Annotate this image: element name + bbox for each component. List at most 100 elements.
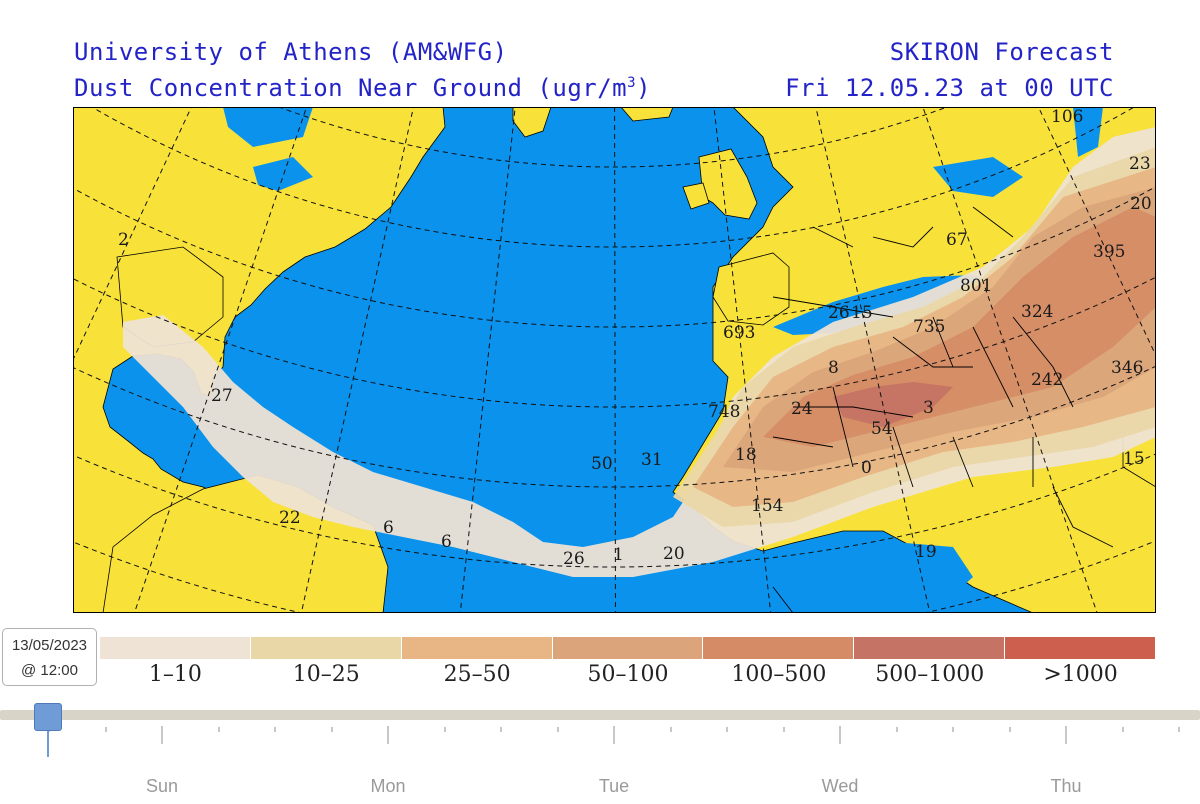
- great-lakes: [253, 157, 313, 191]
- timeline-tick: [330, 727, 333, 732]
- timeline-tick: [104, 727, 107, 732]
- timeline-handle[interactable]: [34, 703, 62, 731]
- legend-swatch: [401, 637, 553, 659]
- iberian-peninsula: [712, 252, 790, 326]
- concentration-label: 324: [1021, 302, 1053, 322]
- map-frame: [73, 107, 1156, 613]
- concentration-label: 6: [441, 532, 452, 552]
- timeline-handle-stem: [47, 731, 49, 757]
- border-line: [772, 206, 1114, 613]
- grid-parallel: [73, 276, 1156, 408]
- black-sea: [933, 157, 1023, 197]
- grid-parallel: [73, 453, 1156, 568]
- concentration-label: 106: [1051, 107, 1083, 127]
- legend-labels: 1–10 10–25 25–50 50–100 100–500 500–1000 >1000: [100, 662, 1156, 687]
- timeline-tick: [1121, 727, 1124, 732]
- timeline-tick: [443, 727, 446, 732]
- timeline-tick: [387, 726, 389, 744]
- timeline-tick: [613, 726, 615, 744]
- forecast-info: SKIRON Forecast Fri 12.05.23 at 00 UTC: [785, 34, 1114, 106]
- tooltip-time: @ 12:00: [21, 662, 78, 679]
- concentration-label: 27: [211, 386, 233, 406]
- timeline-tick: [782, 727, 785, 732]
- grid-parallel: [91, 107, 1135, 248]
- timeline-tick: [669, 727, 672, 732]
- timeline-tick: [952, 727, 954, 732]
- tooltip-date: 13/05/2023: [11, 637, 88, 654]
- timeline-tick: [726, 727, 728, 732]
- concentration-label: 67: [946, 230, 968, 250]
- concentration-label: 15: [1123, 449, 1145, 469]
- legend-label: 100–500: [731, 662, 827, 687]
- concentration-label: 26: [563, 549, 585, 569]
- greenland-tip: [512, 107, 552, 138]
- timeline-tick: [1178, 727, 1180, 732]
- timeline-tick: [500, 727, 502, 732]
- timeline-tick: [895, 727, 898, 732]
- concentration-label: 26: [828, 303, 850, 323]
- concentration-label: 1: [613, 545, 624, 565]
- legend-label: 500–1000: [875, 662, 985, 687]
- timeline-tick: [217, 727, 220, 732]
- lat-lon-grid: [73, 107, 1156, 613]
- legend-color-bar: [100, 637, 1157, 659]
- day-label-sun[interactable]: Sun: [145, 776, 179, 796]
- timeline-tick: [1065, 726, 1067, 744]
- concentration-label: 23: [1129, 154, 1151, 174]
- day-label-wed[interactable]: Wed: [821, 776, 859, 796]
- hudson-bay-edge: [223, 107, 313, 147]
- timeline-tick: [1008, 727, 1011, 732]
- concentration-label: 735: [913, 317, 945, 337]
- legend-label: 1–10: [148, 662, 202, 687]
- title-line-1: University of Athens (AM&WFG): [74, 38, 508, 66]
- legend-swatch: [1005, 637, 1157, 659]
- concentration-label: 54: [871, 419, 893, 439]
- concentration-label: 0: [861, 458, 872, 478]
- legend-label: 25–50: [443, 662, 511, 687]
- dust-layer-500-1000: [833, 382, 953, 427]
- concentration-label: 6: [383, 518, 394, 538]
- concentration-label: 801: [960, 276, 992, 296]
- day-label-mon[interactable]: Mon: [370, 776, 406, 796]
- concentration-label: 693: [723, 323, 755, 343]
- concentration-label: 15: [851, 303, 873, 323]
- dust-plume: [123, 127, 1156, 577]
- timeline-tick: [556, 727, 559, 732]
- map-title: University of Athens (AM&WFG) Dust Conce…: [74, 34, 651, 106]
- concentration-label: 8: [828, 358, 839, 378]
- legend-label: >1000: [1043, 662, 1118, 687]
- concentration-label: 31: [641, 450, 663, 470]
- concentration-label: 748: [708, 402, 740, 422]
- concentration-label: 20: [663, 544, 685, 564]
- timeline-tick: [839, 726, 841, 744]
- legend-swatch: [703, 637, 855, 659]
- dust-layer-100-500: [763, 207, 1156, 447]
- legend-swatch: [854, 637, 1006, 659]
- day-label-thu[interactable]: Thu: [1050, 776, 1082, 796]
- title-line-2: Dust Concentration Near Ground (ugr/m3): [74, 74, 652, 102]
- concentration-label: 395: [1093, 242, 1125, 262]
- concentration-label: 154: [751, 496, 783, 516]
- timeline-tick: [274, 727, 276, 732]
- concentration-label: 22: [279, 508, 301, 528]
- concentration-label: 24: [791, 399, 813, 419]
- legend-swatch: [100, 637, 251, 659]
- concentration-label: 2: [118, 230, 129, 250]
- caspian-sea: [1073, 107, 1103, 157]
- gulf-of-guinea: [813, 537, 973, 613]
- concentration-label: 18: [735, 445, 757, 465]
- day-label-tue[interactable]: Tue: [598, 776, 630, 796]
- grid-parallel: [73, 365, 1156, 488]
- concentration-label: 20: [1130, 194, 1152, 214]
- forecast-model: SKIRON Forecast: [889, 38, 1114, 66]
- concentration-label: 19: [915, 542, 937, 562]
- timeline-track[interactable]: [0, 710, 1200, 720]
- timeline-tick: [161, 726, 163, 744]
- legend-swatch: [552, 637, 704, 659]
- ireland: [682, 182, 710, 210]
- legend-label: 10–25: [292, 662, 360, 687]
- concentration-label: 242: [1031, 370, 1063, 390]
- timeline-tooltip: 13/05/2023 @ 12:00: [2, 628, 97, 686]
